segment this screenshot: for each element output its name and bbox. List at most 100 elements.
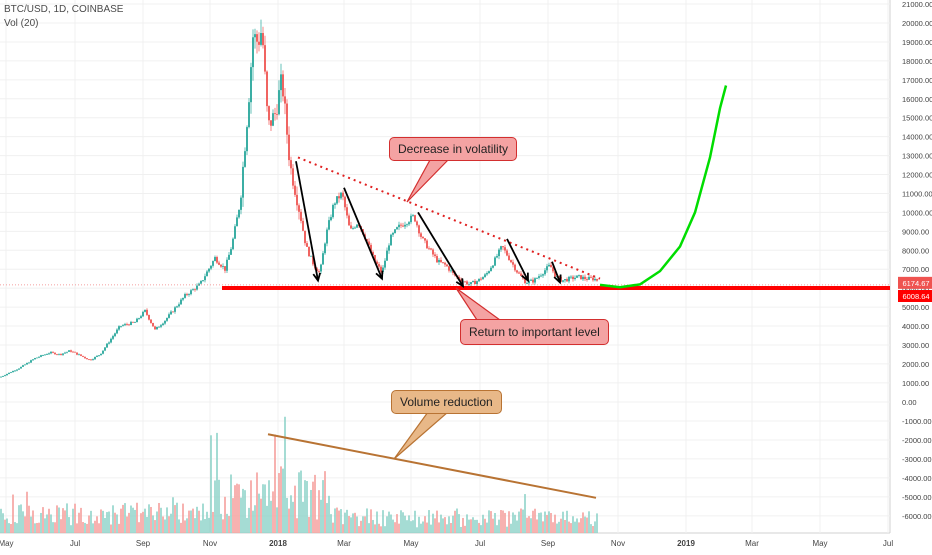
candle-body (532, 279, 534, 283)
candle-body (32, 359, 34, 361)
volume-bar (344, 512, 346, 533)
price-tick-label: 4000.00 (902, 322, 929, 331)
candle-body (172, 311, 174, 313)
volume-bar (68, 517, 70, 533)
candle-body (524, 278, 526, 284)
volume-bar (34, 523, 36, 533)
candle-body (204, 276, 206, 281)
x-tick-label: Jul (475, 539, 485, 548)
volume-bar (330, 514, 332, 533)
candle-body (404, 224, 406, 227)
candle-body (28, 362, 30, 364)
candle-body (354, 227, 356, 229)
volume-bar (10, 523, 12, 533)
candle-body (260, 33, 262, 45)
volume-bar (90, 510, 92, 533)
candle-body (112, 336, 114, 339)
volume-bar (136, 502, 138, 533)
decline-arrow (417, 211, 464, 287)
candle-body (474, 280, 476, 285)
volume-bar (314, 474, 316, 533)
volume-bar (542, 521, 544, 533)
volume-bar (516, 520, 518, 533)
volume-bar (222, 519, 224, 533)
price-tick-label: 10000.00 (902, 208, 932, 217)
volume-tick-label: -2000.00 (902, 436, 932, 445)
volume-bar (172, 497, 174, 533)
candle-body (320, 264, 322, 272)
volume-bar (212, 511, 214, 533)
volume-bar (484, 518, 486, 533)
candle-body (228, 254, 230, 260)
candle-body (54, 352, 56, 355)
volume-bar (322, 480, 324, 533)
x-tick-label: Sep (541, 539, 556, 548)
volume-bar (12, 494, 14, 533)
volume-bar (478, 522, 480, 533)
volume-bar (92, 523, 94, 533)
candle-body (578, 275, 580, 276)
volume-bar (84, 522, 86, 533)
volume-bar (174, 505, 176, 533)
candle-body (398, 224, 400, 228)
candle-body (170, 311, 172, 315)
price-tick-label: 1000.00 (902, 379, 929, 388)
volume-bar (120, 508, 122, 533)
candle-body (526, 283, 528, 285)
volume-bar (474, 519, 476, 533)
volume-bar (574, 521, 576, 533)
price-tick-label: 2000.00 (902, 360, 929, 369)
candle-body (4, 375, 6, 377)
candle-body (62, 353, 64, 355)
volume-bar (148, 504, 150, 533)
candle-body (438, 260, 440, 263)
candle-body (470, 282, 472, 285)
volume-bar (146, 516, 148, 533)
volume-bar (244, 490, 246, 533)
callout-support-pointer (455, 287, 502, 321)
volume-bar (596, 513, 598, 533)
candle-body (444, 262, 446, 265)
volume-bar (370, 509, 372, 533)
volume-bar (394, 522, 396, 533)
x-tick-label: May (0, 539, 14, 548)
volume-bar (408, 515, 410, 533)
candle-body (190, 290, 192, 295)
volume-bar (450, 522, 452, 533)
volume-bar (512, 512, 514, 533)
volume-bar (378, 523, 380, 533)
price-tick-label: 13000.00 (902, 152, 932, 161)
volume-bar (562, 511, 564, 533)
candle-body (178, 304, 180, 307)
candle-body (222, 266, 224, 267)
candle-body (548, 264, 550, 267)
volume-bar (442, 518, 444, 533)
volume-bar (546, 514, 548, 533)
volume-bar (230, 474, 232, 533)
candle-body (426, 240, 428, 249)
candle-body (210, 265, 212, 269)
volume-bar (38, 522, 40, 533)
volume-bar (52, 522, 54, 533)
candle-body (442, 262, 444, 264)
volume-bar (426, 522, 428, 533)
candle-body (146, 309, 148, 315)
volume-bar (310, 489, 312, 533)
candle-body (174, 307, 176, 312)
volume-bar (424, 516, 426, 533)
volume-bar (374, 524, 376, 533)
volume-bar (412, 520, 414, 533)
volume-bar (122, 504, 124, 533)
volume-bar (482, 514, 484, 533)
callout-volatility: Decrease in volatility (389, 137, 518, 161)
volume-bar (336, 507, 338, 533)
volume-bar (204, 519, 206, 533)
candle-body (70, 350, 72, 352)
candle-body (406, 224, 408, 226)
volume-bar (460, 526, 462, 533)
volume-bar (518, 511, 520, 533)
candle-body (468, 284, 470, 285)
candle-body (414, 215, 416, 222)
volume-bar (502, 510, 504, 533)
volume-bar (254, 505, 256, 533)
